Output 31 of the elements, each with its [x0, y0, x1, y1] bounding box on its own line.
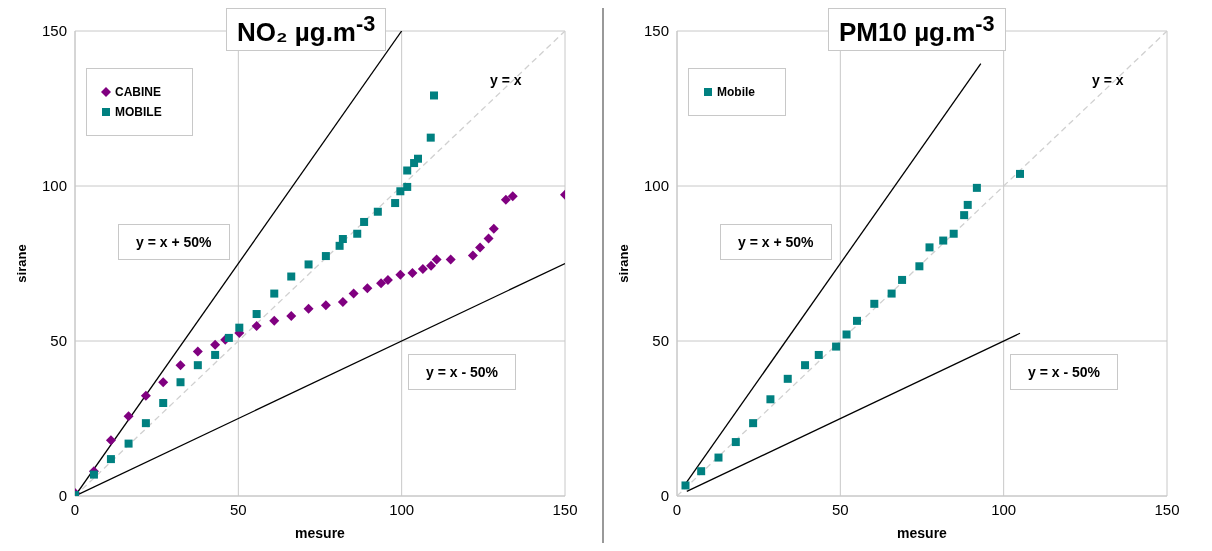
legend-label: Mobile [717, 85, 755, 99]
x-tick-label: 100 [389, 500, 415, 518]
annotation: y = x - 50% [1028, 364, 1100, 380]
x-axis-title: mesure [295, 525, 346, 541]
annotation: y = x + 50% [136, 234, 212, 250]
y-axis-title: sirane [13, 244, 29, 283]
x-tick-label: 150 [1154, 500, 1180, 518]
x-tick-label: 150 [552, 500, 578, 518]
x-tick-label: 50 [229, 500, 247, 518]
y-tick-label: 0 [58, 487, 67, 505]
x-axis-title: mesure [897, 525, 948, 541]
chart-title: NO₂ µg.m$^{-3}$ [226, 8, 387, 51]
y-axis-title: sirane [615, 244, 631, 283]
legend-label: MOBILE [115, 105, 162, 119]
y-tick-label: 100 [643, 177, 669, 195]
x-tick-label: 100 [991, 500, 1017, 518]
annotation: y = x [1092, 72, 1124, 88]
x-tick-label: 50 [831, 500, 849, 518]
y-tick-label: 150 [643, 22, 669, 40]
y-tick-label: 50 [652, 332, 669, 350]
y-tick-label: 150 [41, 22, 67, 40]
y-tick-label: 100 [41, 177, 67, 195]
annotation: y = x [490, 72, 522, 88]
chart-title: PM10 µg.m$^{-3}$ [828, 8, 1006, 51]
y-tick-label: 50 [50, 332, 67, 350]
x-tick-label: 0 [70, 500, 80, 518]
y-tick-label: 0 [660, 487, 669, 505]
legend-label: CABINE [115, 85, 162, 99]
annotation: y = x + 50% [738, 234, 814, 250]
annotation: y = x - 50% [426, 364, 498, 380]
x-tick-label: 0 [672, 500, 682, 518]
